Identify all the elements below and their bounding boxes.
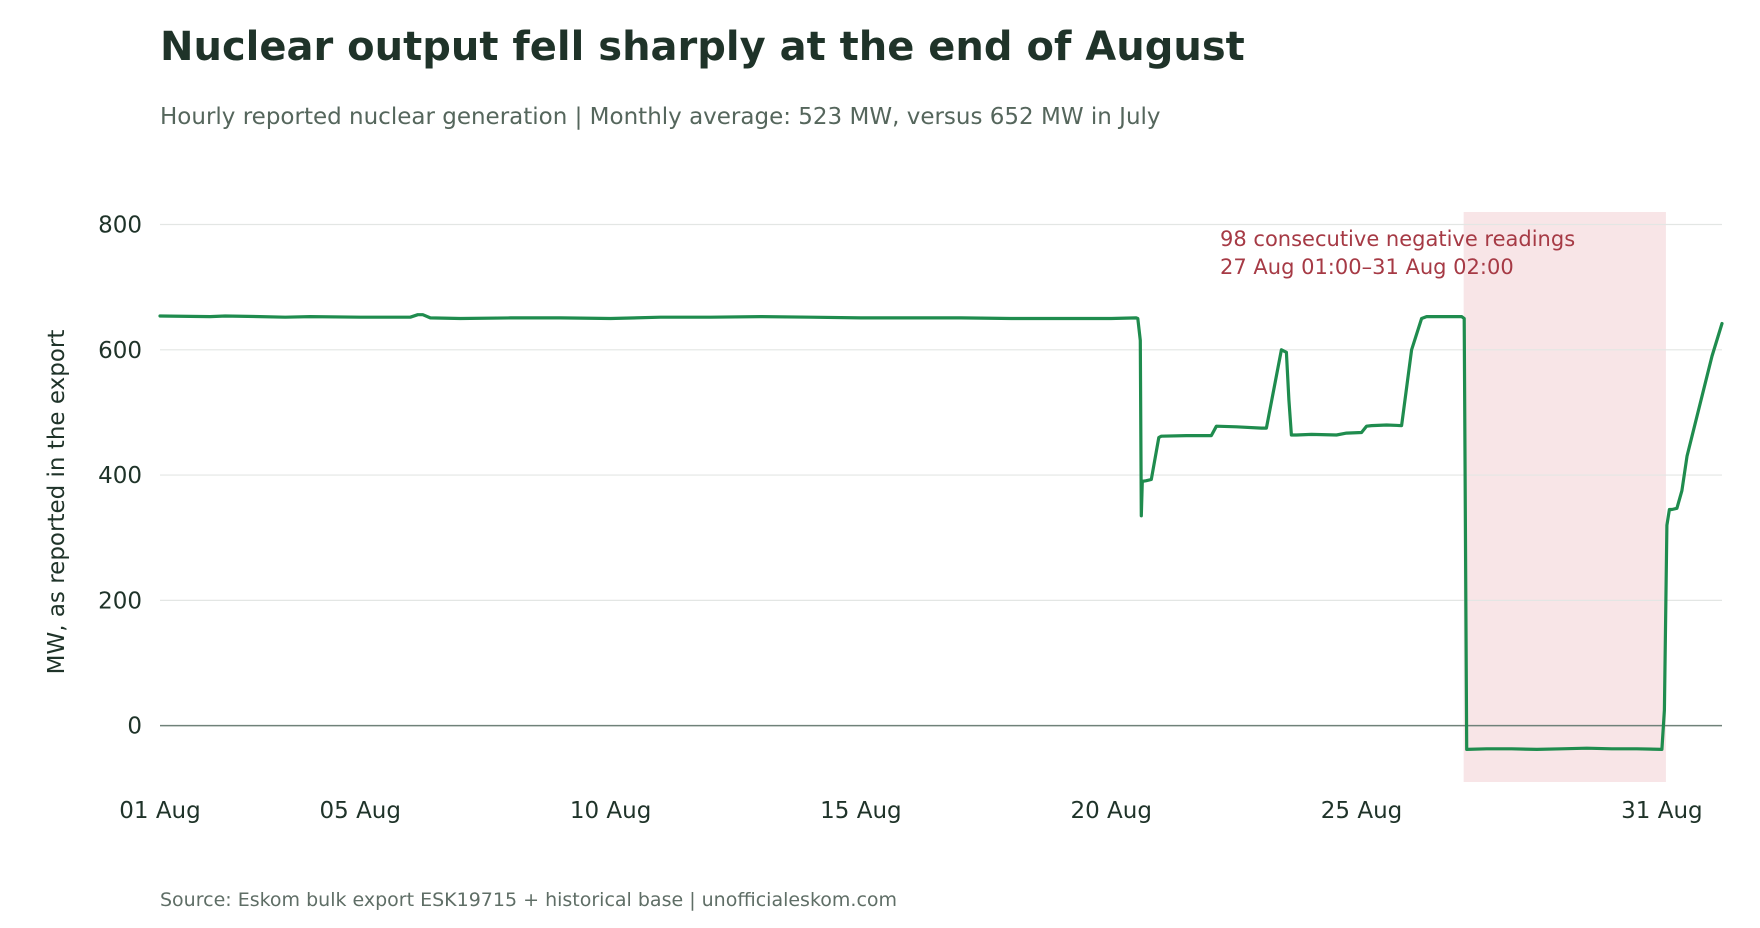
chart-subtitle: Hourly reported nuclear generation | Mon… xyxy=(160,104,1161,130)
negative-readings-highlight-layer xyxy=(1463,212,1666,782)
x-tick-label: 15 Aug xyxy=(820,798,902,824)
x-tick-label: 20 Aug xyxy=(1070,798,1152,824)
annotation-line-1: 98 consecutive negative readings xyxy=(1220,227,1575,251)
y-tick-label-0: 0 xyxy=(127,714,142,740)
nuclear-output-series-line xyxy=(158,313,1724,752)
y-axis-label: MW, as reported in the export xyxy=(44,330,70,675)
y-tick-label-400: 400 xyxy=(98,463,142,489)
y-tick-label-800: 800 xyxy=(98,213,142,239)
x-tick-label: 31 Aug xyxy=(1621,798,1703,824)
x-tick-label: 10 Aug xyxy=(570,798,652,824)
negative-readings-band xyxy=(1463,212,1666,782)
y-tick-label-200: 200 xyxy=(98,588,142,614)
chart-title: Nuclear output fell sharply at the end o… xyxy=(160,24,1245,70)
x-tick-label: 01 Aug xyxy=(119,798,201,824)
annotation-line-2: 27 Aug 01:00–31 Aug 02:00 xyxy=(1220,255,1514,279)
y-tick-label-600: 600 xyxy=(98,338,142,364)
annotation-layer: 98 consecutive negative readings 27 Aug 0… xyxy=(1220,227,1575,279)
x-tick-label: 25 Aug xyxy=(1321,798,1403,824)
gridlines xyxy=(160,223,1722,727)
axis-labels: 0 200 400 600 800 01 Aug 05 Aug 10 Aug 15 Aug 20 … xyxy=(44,213,1703,824)
series-layer xyxy=(158,313,1724,752)
x-tick-label: 05 Aug xyxy=(320,798,402,824)
source-note: Source: Eskom bulk export ESK19715 + his… xyxy=(160,889,898,911)
